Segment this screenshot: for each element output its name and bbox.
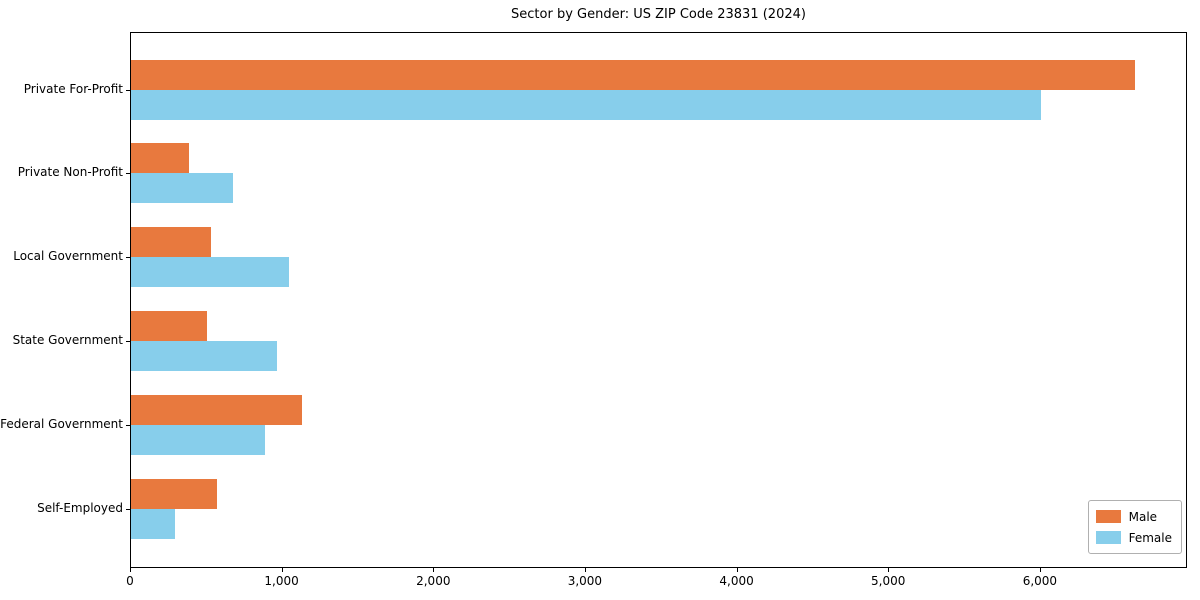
x-tick-mark xyxy=(736,568,738,572)
bar-female-1 xyxy=(131,173,233,204)
bar-male-0 xyxy=(131,59,1135,90)
category-label: Private Non-Profit xyxy=(17,165,123,180)
x-tick-mark xyxy=(130,568,131,572)
x-tick-label: 1,000 xyxy=(264,574,299,588)
legend: Male Female xyxy=(1087,500,1182,554)
x-tick-label: 4,000 xyxy=(719,574,754,588)
bar-female-5 xyxy=(131,508,175,539)
x-tick-mark xyxy=(1039,568,1041,572)
bar-female-4 xyxy=(131,424,265,455)
legend-swatch-male xyxy=(1095,510,1121,523)
bar-male-1 xyxy=(131,143,189,174)
bar-female-2 xyxy=(131,257,289,288)
x-tick-label: 6,000 xyxy=(1022,574,1058,588)
y-tick-mark xyxy=(126,173,130,175)
x-tick-mark xyxy=(433,568,435,572)
y-tick-mark xyxy=(126,424,130,426)
chart-title: Sector by Gender: US ZIP Code 23831 (202… xyxy=(511,7,806,22)
category-label: State Government xyxy=(12,333,123,347)
x-tick-label: 5,000 xyxy=(871,574,906,588)
legend-item-female: Female xyxy=(1095,527,1172,548)
x-tick-mark xyxy=(584,568,586,572)
bar-female-0 xyxy=(131,89,1041,120)
bar-male-5 xyxy=(131,478,218,509)
category-label: Private For-Profit xyxy=(23,81,123,96)
legend-label: Female xyxy=(1128,530,1172,545)
x-tick-mark xyxy=(888,568,890,572)
legend-swatch-female xyxy=(1095,531,1121,544)
legend-label: Male xyxy=(1128,509,1158,524)
x-tick-label: 0 xyxy=(126,574,134,588)
legend-item-male: Male xyxy=(1095,506,1172,527)
bar-male-2 xyxy=(131,227,212,258)
plot-area: Male Female xyxy=(130,32,1187,568)
bar-male-3 xyxy=(131,311,207,341)
x-tick-label: 3,000 xyxy=(567,574,603,588)
x-tick-label: 2,000 xyxy=(416,574,451,588)
category-label: Local Government xyxy=(13,249,123,264)
y-tick-mark xyxy=(126,89,130,91)
y-tick-mark xyxy=(126,341,130,342)
y-tick-mark xyxy=(126,257,130,259)
x-tick-mark xyxy=(281,568,283,572)
category-label: Self-Employed xyxy=(37,500,123,515)
bar-male-4 xyxy=(131,394,303,425)
y-tick-mark xyxy=(126,508,130,510)
category-label: Federal Government xyxy=(0,416,123,431)
bar-female-3 xyxy=(131,341,277,371)
